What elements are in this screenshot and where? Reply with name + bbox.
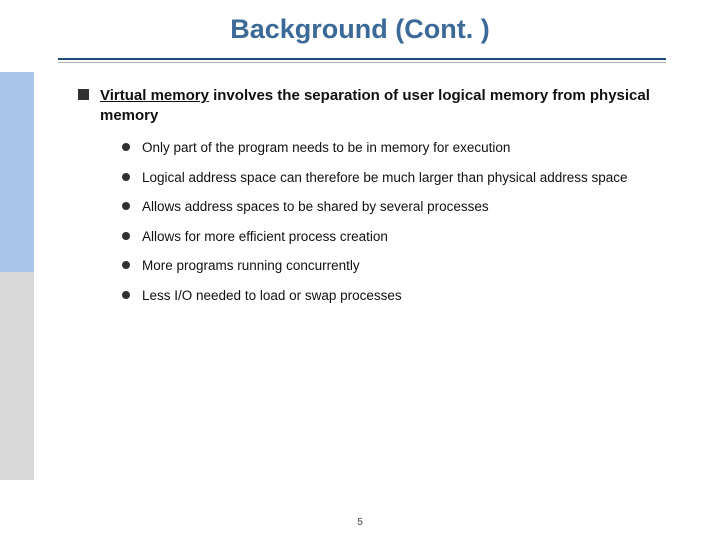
list-item: Allows address spaces to be shared by se… (122, 198, 678, 216)
page-number: 5 (0, 517, 720, 528)
circle-bullet-icon (122, 291, 130, 299)
sub-bullet-text: Less I/O needed to load or swap processe… (142, 287, 678, 305)
sidebar-accent-top (0, 72, 34, 272)
sub-bullet-list: Only part of the program needs to be in … (122, 139, 678, 304)
main-underlined-term: Virtual memory (100, 87, 209, 104)
list-item: Only part of the program needs to be in … (122, 139, 678, 157)
title-rule-secondary (58, 62, 666, 63)
sub-bullet-text: Allows for more efficient process creati… (142, 228, 678, 246)
circle-bullet-icon (122, 202, 130, 210)
sub-bullet-text: Logical address space can therefore be m… (142, 169, 678, 187)
circle-bullet-icon (122, 232, 130, 240)
title-rule-primary (58, 58, 666, 60)
slide: Background (Cont. ) Virtual memory invol… (0, 0, 720, 540)
circle-bullet-icon (122, 261, 130, 269)
circle-bullet-icon (122, 173, 130, 181)
sub-bullet-text: Allows address spaces to be shared by se… (142, 198, 678, 216)
list-item: Logical address space can therefore be m… (122, 169, 678, 187)
list-item: More programs running concurrently (122, 257, 678, 275)
main-bullet-item: Virtual memory involves the separation o… (78, 86, 678, 125)
main-bullet-text: Virtual memory involves the separation o… (100, 86, 678, 125)
slide-title: Background (Cont. ) (0, 14, 720, 45)
content-area: Virtual memory involves the separation o… (78, 86, 678, 316)
sidebar-accent-bottom (0, 272, 34, 480)
square-bullet-icon (78, 89, 89, 100)
sub-bullet-text: Only part of the program needs to be in … (142, 139, 678, 157)
circle-bullet-icon (122, 143, 130, 151)
list-item: Allows for more efficient process creati… (122, 228, 678, 246)
list-item: Less I/O needed to load or swap processe… (122, 287, 678, 305)
sub-bullet-text: More programs running concurrently (142, 257, 678, 275)
